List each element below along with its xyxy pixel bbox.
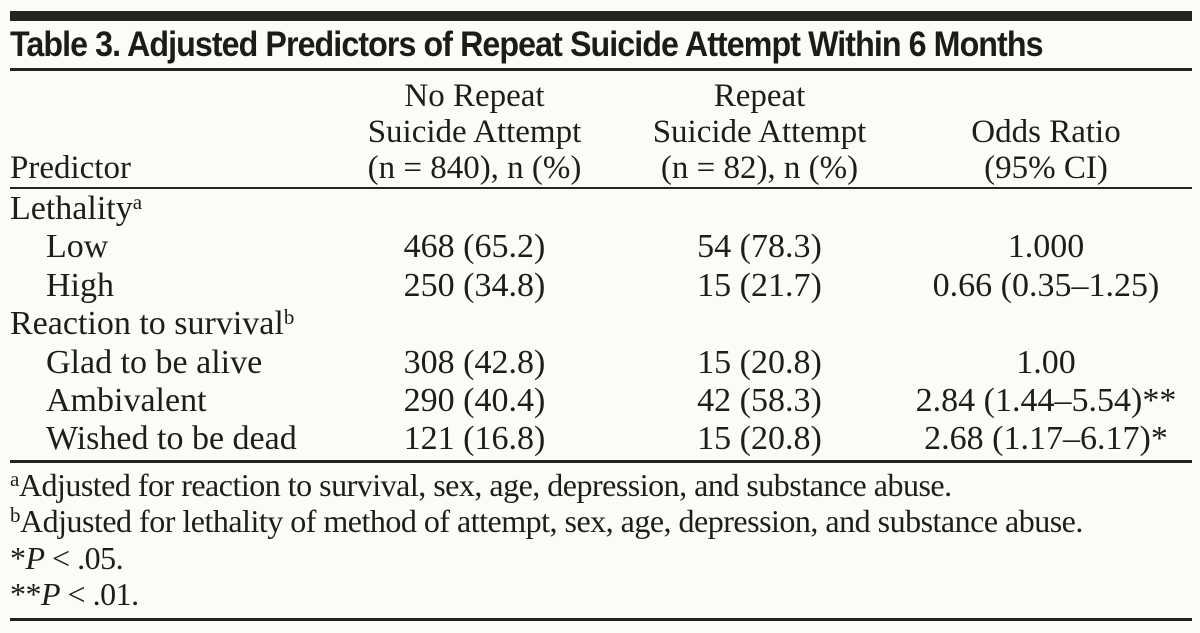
p-symbol: P	[25, 539, 46, 576]
top-rule	[10, 11, 1192, 21]
table-header: Predictor No Repeat Suicide Attempt (n =…	[10, 76, 1190, 186]
header-cell-repeat: Repeat Suicide Attempt (n = 82), n (%)	[617, 76, 902, 186]
repeat-value: 42 (58.3)	[697, 381, 822, 419]
no-repeat-value: 468 (65.2)	[403, 228, 546, 266]
row-label: Glad to be alive	[10, 344, 332, 382]
odds-ratio-value: 1.000	[1007, 228, 1085, 266]
row-label: Lethalitya	[10, 190, 332, 228]
row-label: Wished to be dead	[10, 420, 332, 458]
footnote-marker: a	[132, 190, 143, 214]
row-label-text: Lethality	[10, 190, 133, 227]
odds-ratio-value	[902, 190, 1190, 228]
header-line: Predictor	[10, 150, 131, 186]
row-label-text: Glad to be alive	[46, 343, 263, 381]
footnote-b: bAdjusted for lethality of method of att…	[10, 503, 1192, 539]
p-symbol: P	[41, 576, 61, 613]
footnote-text: < .01.	[60, 576, 140, 613]
header-cell-predictor: Predictor	[10, 76, 332, 186]
no-repeat-value: 290 (40.4)	[403, 381, 546, 419]
repeat-value	[617, 190, 902, 228]
header-line: Suicide Attempt	[367, 114, 582, 150]
no-repeat-value: 308 (42.8)	[403, 343, 546, 381]
odds-ratio-value: 2.84 (1.44–5.54)**	[915, 381, 1177, 419]
row-label: High	[10, 267, 332, 305]
significance-marker: **	[10, 576, 42, 613]
title-rule	[10, 68, 1192, 71]
row-label-text: Ambivalent	[46, 381, 207, 419]
footnote-marker: a	[10, 467, 19, 491]
header-line: Repeat	[713, 78, 806, 114]
odds-ratio-value: 2.68 (1.17–6.17)*	[924, 420, 1168, 458]
footnote-p05: *P < .05.	[10, 540, 1192, 576]
no-repeat-value: 250 (34.8)	[403, 266, 546, 304]
header-line: (95% CI)	[984, 150, 1108, 186]
footnote-rule	[10, 460, 1192, 463]
repeat-value: 15 (21.7)	[697, 266, 822, 304]
footnote-text: Adjusted for lethality of method of atte…	[20, 503, 1083, 540]
odds-ratio-value	[902, 305, 1190, 343]
header-line: Suicide Attempt	[652, 114, 867, 150]
no-repeat-value	[332, 305, 617, 343]
odds-ratio-value: 0.66 (0.35–1.25)	[932, 266, 1160, 304]
repeat-value: 54 (78.3)	[697, 228, 822, 266]
no-repeat-value: 121 (16.8)	[403, 420, 546, 458]
row-label-text: High	[46, 266, 114, 304]
repeat-value: 15 (20.8)	[697, 343, 822, 381]
header-line: (n = 82), n (%)	[660, 150, 859, 186]
header-line: No Repeat	[404, 78, 545, 114]
bottom-rule	[10, 618, 1192, 621]
footnote-text: < .05.	[44, 539, 124, 576]
table-footnotes: aAdjusted for reaction to survival, sex,…	[10, 467, 1192, 613]
row-label-text: Low	[46, 228, 109, 266]
footnote-text: Adjusted for reaction to survival, sex, …	[18, 467, 952, 503]
header-line: Odds Ratio	[971, 114, 1121, 150]
row-label-text: Reaction to survival	[10, 305, 284, 343]
odds-ratio-value: 1.00	[1016, 343, 1076, 381]
footnote-marker: b	[10, 503, 21, 528]
no-repeat-value	[332, 190, 617, 228]
header-rule	[10, 187, 1192, 189]
significance-marker: *	[10, 539, 26, 576]
header-line: (n = 840), n (%)	[367, 150, 582, 186]
row-label: Reaction to survivalb	[10, 305, 332, 343]
header-cell-no-repeat: No Repeat Suicide Attempt (n = 840), n (…	[332, 76, 617, 186]
table-title: Table 3. Adjusted Predictors of Repeat S…	[10, 25, 1044, 64]
footnote-a: aAdjusted for reaction to survival, sex,…	[10, 467, 1192, 503]
repeat-value: 15 (20.8)	[697, 420, 822, 458]
repeat-value	[617, 305, 902, 343]
row-label-text: Wished to be dead	[46, 420, 297, 458]
footnote-p01: **P < .01.	[10, 576, 1192, 612]
table-body: Lethalitya Low 468 (65.2) 54 (78.3) 1.00…	[10, 190, 1190, 459]
row-label: Ambivalent	[10, 382, 332, 420]
header-cell-odds-ratio: Odds Ratio (95% CI)	[902, 76, 1190, 186]
row-label: Low	[10, 228, 332, 266]
footnote-marker: b	[283, 305, 295, 330]
